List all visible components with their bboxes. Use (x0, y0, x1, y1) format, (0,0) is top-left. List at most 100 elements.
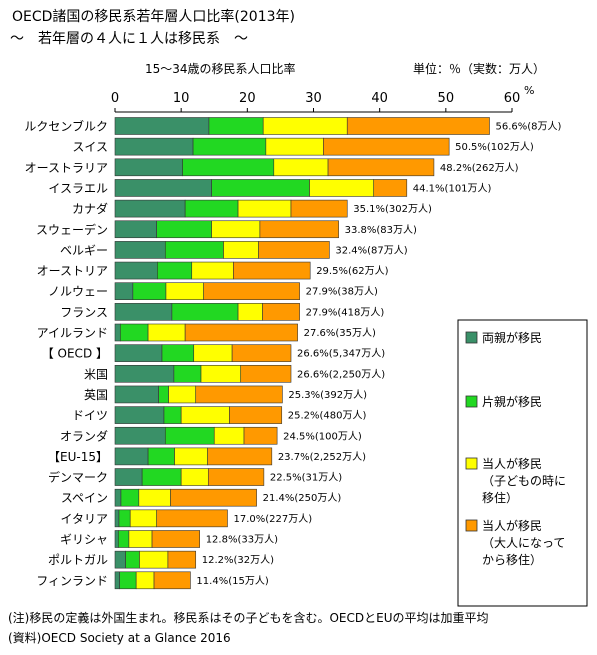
data-label: 35.1%(302万人) (353, 203, 432, 215)
legend-label: 両親が移民 (482, 330, 542, 345)
bar-segment (164, 241, 224, 259)
bar-segment (129, 509, 157, 528)
bar-segment (171, 303, 239, 321)
legend-label: 片親が移民 (482, 394, 542, 409)
category-label: デンマーク (48, 470, 108, 485)
bar-segment (125, 550, 140, 569)
bar-segment (114, 323, 121, 342)
bar-segment (156, 509, 228, 528)
bar-segment (200, 364, 242, 383)
bar-segment (114, 137, 194, 156)
legend-swatch (465, 457, 478, 470)
bar-segment (114, 117, 210, 135)
bar-segment (147, 447, 175, 466)
bar-segment (157, 261, 193, 280)
category-label: ドイツ (72, 409, 108, 423)
bar-segment (346, 117, 490, 135)
data-label: 24.5%(100万人) (283, 430, 362, 442)
data-label: 25.2%(480万人) (288, 410, 367, 422)
bar-segment (323, 137, 450, 156)
bar-segment (211, 179, 310, 197)
legend-swatch (465, 331, 478, 344)
data-label: 50.5%(102万人) (455, 141, 534, 153)
category-label: アイルランド (37, 326, 108, 340)
bar-segment (114, 509, 120, 528)
bar-segment (120, 488, 140, 507)
legend-label: 当人が移民（子どもの時に移住） (482, 456, 566, 505)
bar-segment (233, 261, 311, 280)
legend-label: 当人が移民（大人になってから移住） (482, 518, 565, 567)
bar-segment (114, 364, 175, 383)
category-label: オーストラリア (25, 161, 108, 175)
data-label: 29.5%(62万人) (316, 265, 388, 277)
bar-segment (114, 241, 166, 259)
bar-segment (114, 571, 120, 590)
bar-segment (243, 426, 278, 445)
bar-segment (373, 179, 408, 197)
x-unit-label: % (524, 84, 534, 97)
bar-segment (182, 158, 275, 177)
bar-segment (141, 468, 182, 486)
unit-note: 単位：％（実数：万人） (413, 61, 545, 76)
bar-segment (114, 426, 166, 445)
data-label: 17.0%(227万人) (233, 513, 312, 525)
bar-segment (191, 261, 234, 280)
bar-segment (158, 385, 169, 404)
category-label: ルクセンブルク (24, 119, 108, 134)
category-label: スウェーデン (36, 222, 108, 237)
data-label: 11.4%(15万人) (196, 575, 268, 587)
bar-segment (229, 406, 283, 424)
category-label: フランス (60, 305, 108, 319)
chart-subtitle: ～ 若年層の４人に１人は移民系 ～ (10, 31, 248, 47)
bar-segment (184, 199, 239, 218)
bar-segment (114, 179, 212, 197)
data-label: 21.4%(250万人) (263, 492, 342, 504)
data-label: 12.2%(32万人) (202, 554, 274, 566)
category-label: イタリア (60, 512, 108, 526)
category-label: フィンランド (36, 574, 108, 588)
data-label: 44.1%(101万人) (413, 182, 492, 194)
bar-segment (262, 303, 300, 321)
bar-segment (167, 550, 197, 569)
bar-segment (184, 323, 298, 342)
data-label: 32.4%(87万人) (335, 244, 407, 256)
bar-segment (327, 158, 435, 177)
bar-segment (114, 199, 186, 218)
data-labels: 56.6%(8万人) 50.5%(102万人) 48.2%(262万人) 44.1%(… (196, 121, 561, 587)
bar-segment (119, 323, 149, 342)
bar-segment (193, 344, 233, 362)
bar-segment (192, 137, 267, 156)
category-label: 【EU-15】 (48, 450, 108, 464)
category-label: スイス (72, 140, 108, 154)
category-label: スペイン (61, 491, 108, 505)
footnote: (注)移民の定義は外国生まれ。移民系はその子どもを含む。OECDとEUの平均は加… (8, 610, 489, 625)
bar-segment (258, 241, 330, 259)
bar-segment (128, 530, 153, 548)
source-note: (資料)OECD Society at a Glance 2016 (8, 631, 231, 645)
bar-segment (114, 282, 134, 301)
category-label: カナダ (72, 201, 108, 216)
bar-segment (114, 468, 143, 486)
data-label: 27.9%(418万人) (306, 306, 385, 318)
category-label: ベルギー (60, 243, 108, 257)
bar-segment (114, 385, 159, 404)
x-tick-label: 40 (371, 91, 388, 106)
chart-title: OECD諸国の移民系若年層人口比率(2013年) (12, 8, 295, 25)
data-label: 26.6%(2,250万人) (297, 368, 385, 380)
bar-segment (211, 220, 261, 239)
bar-segment (170, 488, 257, 507)
bar-segment (147, 323, 186, 342)
data-label: 23.7%(2,252万人) (278, 451, 366, 463)
bar-segment (180, 406, 230, 424)
bar-segment (156, 220, 212, 239)
bar-segment (262, 117, 348, 135)
data-label: 22.5%(31万人) (270, 472, 342, 484)
bar-segment (114, 488, 122, 507)
bar-segment (174, 447, 208, 466)
bar-segment (165, 282, 204, 301)
bar-segment (114, 447, 149, 466)
bar-segment (223, 241, 259, 259)
bar-segment (114, 303, 173, 321)
bar-segment (114, 158, 183, 177)
